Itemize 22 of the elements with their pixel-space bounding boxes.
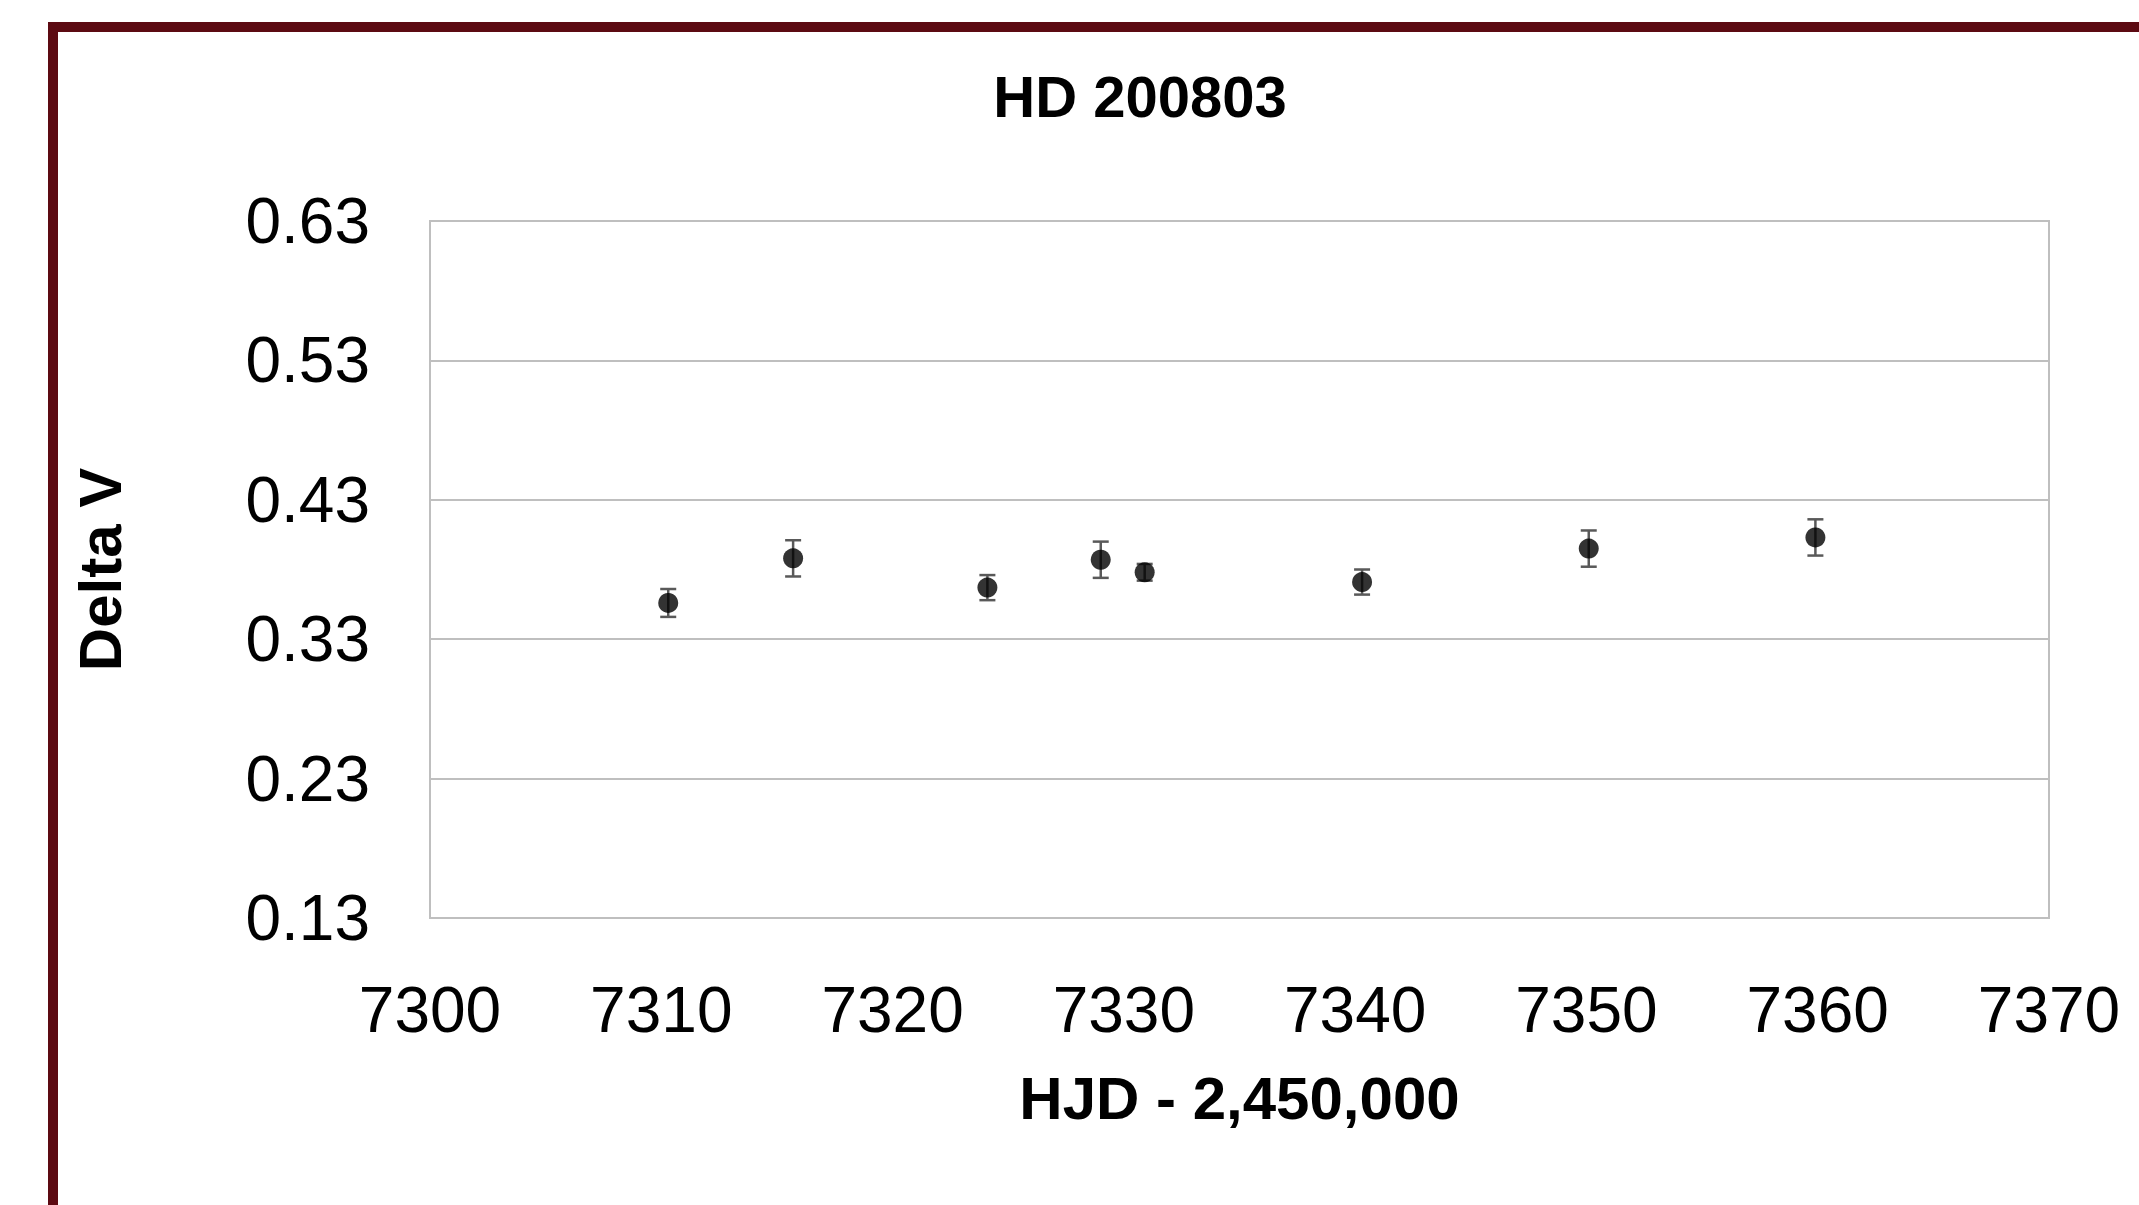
- x-tick-label: 7360: [1746, 974, 1889, 1046]
- y-axis-title: Delta V: [66, 467, 134, 672]
- x-tick-label: 7340: [1283, 974, 1427, 1046]
- chart-title: HD 200803: [993, 63, 1287, 129]
- x-tick-label: 7300: [358, 974, 502, 1046]
- y-tick-label: 0.13: [245, 882, 370, 954]
- x-tick-label: 7370: [1977, 974, 2121, 1046]
- point: [1805, 527, 1826, 548]
- y-tick-label: 0.53: [245, 324, 370, 397]
- point: [1578, 538, 1599, 559]
- x-axis-title: HJD - 2,450,000: [1019, 1064, 1460, 1132]
- point: [783, 548, 804, 569]
- x-tick-label: 7320: [821, 974, 964, 1046]
- x-tick-label: 7350: [1515, 974, 1658, 1046]
- x-tick-label: 7310: [590, 974, 733, 1046]
- y-tick-label: 0.33: [245, 603, 370, 676]
- point: [658, 592, 679, 613]
- y-tick-label: 0.43: [245, 463, 370, 536]
- point: [1090, 549, 1111, 570]
- y-tick-label: 0.23: [245, 742, 370, 815]
- y-tick-label: 0.63: [245, 185, 370, 257]
- x-tick-label: 7330: [1052, 974, 1196, 1046]
